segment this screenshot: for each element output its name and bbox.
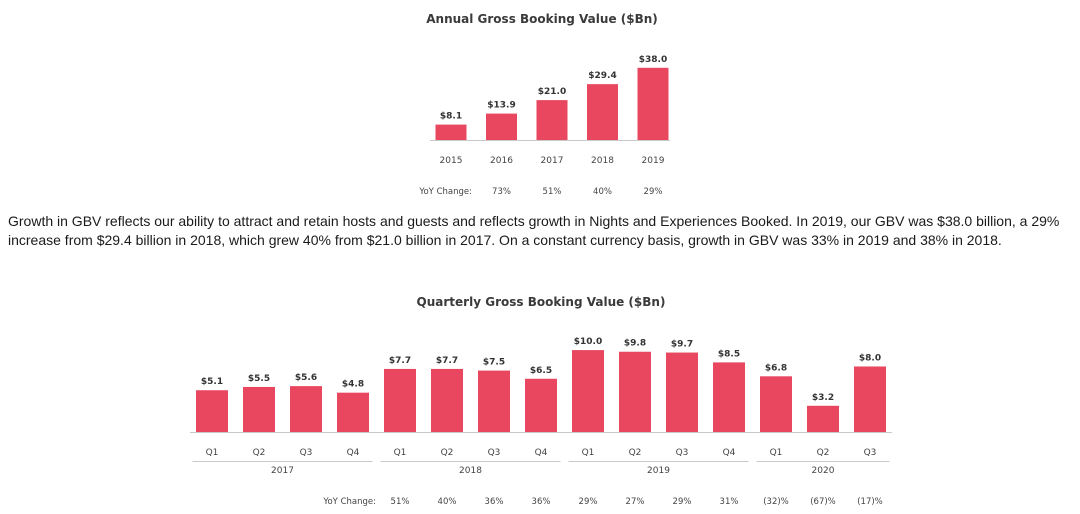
x-tick-label: 2015 (440, 156, 463, 166)
bar (854, 366, 886, 432)
bar-value-label: $13.9 (487, 101, 515, 111)
bar-value-label: $7.5 (483, 358, 505, 368)
x-tick-label: Q2 (253, 448, 266, 458)
yoy-value: 31% (720, 497, 739, 507)
x-tick-label: Q3 (300, 448, 313, 458)
year-label: 2018 (459, 466, 482, 476)
bar (587, 84, 618, 140)
bar-value-label: $8.1 (440, 112, 462, 122)
bar (243, 386, 275, 432)
quarterly-gbv-chart: Quarterly Gross Booking Value ($Bn) $5.1 Q… (190, 295, 892, 507)
bar (807, 405, 839, 432)
yoy-value: 73% (492, 187, 511, 197)
x-tick-label: Q2 (441, 448, 454, 458)
x-tick-label: Q3 (676, 448, 689, 458)
year-label: 2017 (271, 466, 294, 476)
yoy-value: 51% (391, 497, 410, 507)
bar-value-label: $10.0 (574, 337, 602, 347)
bar-value-label: $8.0 (859, 353, 881, 363)
bar (337, 392, 369, 432)
bar-value-label: $6.5 (530, 366, 552, 376)
gbv-growth-paragraph: Growth in GBV reflects our ability to at… (8, 213, 1060, 248)
yoy-label: YoY Change: (418, 187, 472, 197)
bar (572, 350, 604, 432)
year-label: 2019 (647, 466, 670, 476)
annual-gbv-chart: Annual Gross Booking Value ($Bn) $8.1 2015… (418, 12, 670, 197)
bar-value-label: $7.7 (389, 356, 411, 366)
bar-value-label: $7.7 (436, 356, 458, 366)
bar-value-label: $21.0 (538, 87, 566, 97)
yoy-value: (17)% (857, 497, 883, 507)
x-tick-label: Q2 (629, 448, 642, 458)
bar (384, 368, 416, 432)
x-tick-label: Q3 (488, 448, 501, 458)
x-tick-label: Q4 (347, 448, 360, 458)
bar (619, 351, 651, 432)
bar-value-label: $9.8 (624, 339, 646, 349)
x-tick-label: 2016 (490, 156, 513, 166)
bar (196, 390, 228, 432)
bar (666, 352, 698, 432)
bar (637, 67, 669, 140)
yoy-label: YoY Change: (322, 497, 376, 507)
x-tick-label: Q1 (770, 448, 783, 458)
bar (525, 378, 557, 432)
bar-value-label: $29.4 (588, 71, 616, 81)
yoy-value: 27% (626, 497, 645, 507)
yoy-value: 36% (532, 497, 551, 507)
bar-value-label: $4.8 (342, 380, 364, 390)
bar-value-label: $5.1 (201, 377, 223, 387)
x-tick-label: Q4 (535, 448, 548, 458)
x-tick-label: Q1 (582, 448, 595, 458)
chart-title: Quarterly Gross Booking Value ($Bn) (417, 295, 666, 309)
bar-value-label: $5.6 (295, 373, 317, 383)
x-tick-label: Q1 (394, 448, 407, 458)
x-tick-label: Q4 (723, 448, 736, 458)
bar-value-label: $38.0 (639, 55, 667, 65)
year-label: 2020 (812, 466, 835, 476)
bar (290, 386, 322, 432)
yoy-value: (32)% (763, 497, 789, 507)
yoy-value: 29% (579, 497, 598, 507)
yoy-value: 40% (438, 497, 457, 507)
bar (713, 362, 745, 432)
x-tick-label: Q1 (206, 448, 219, 458)
yoy-value: 40% (593, 187, 612, 197)
chart-title: Annual Gross Booking Value ($Bn) (426, 12, 658, 26)
x-tick-label: 2018 (591, 156, 614, 166)
yoy-value: 51% (543, 187, 562, 197)
bar (536, 100, 568, 140)
x-tick-label: Q3 (864, 448, 877, 458)
x-tick-label: Q2 (817, 448, 830, 458)
bar (435, 124, 467, 140)
bar (486, 113, 517, 140)
yoy-value: 29% (644, 187, 663, 197)
bar-value-label: $3.2 (812, 393, 834, 403)
bar (760, 376, 792, 432)
yoy-value: 36% (485, 497, 504, 507)
bar-value-label: $6.8 (765, 363, 787, 373)
bar-value-label: $8.5 (718, 349, 740, 359)
bar-value-label: $5.5 (248, 374, 270, 384)
yoy-value: 29% (673, 497, 692, 507)
x-tick-label: 2017 (541, 156, 564, 166)
x-tick-label: 2019 (642, 156, 665, 166)
yoy-value: (67)% (810, 497, 836, 507)
bar (431, 368, 463, 432)
bar (478, 370, 510, 432)
bar-value-label: $9.7 (671, 340, 693, 350)
